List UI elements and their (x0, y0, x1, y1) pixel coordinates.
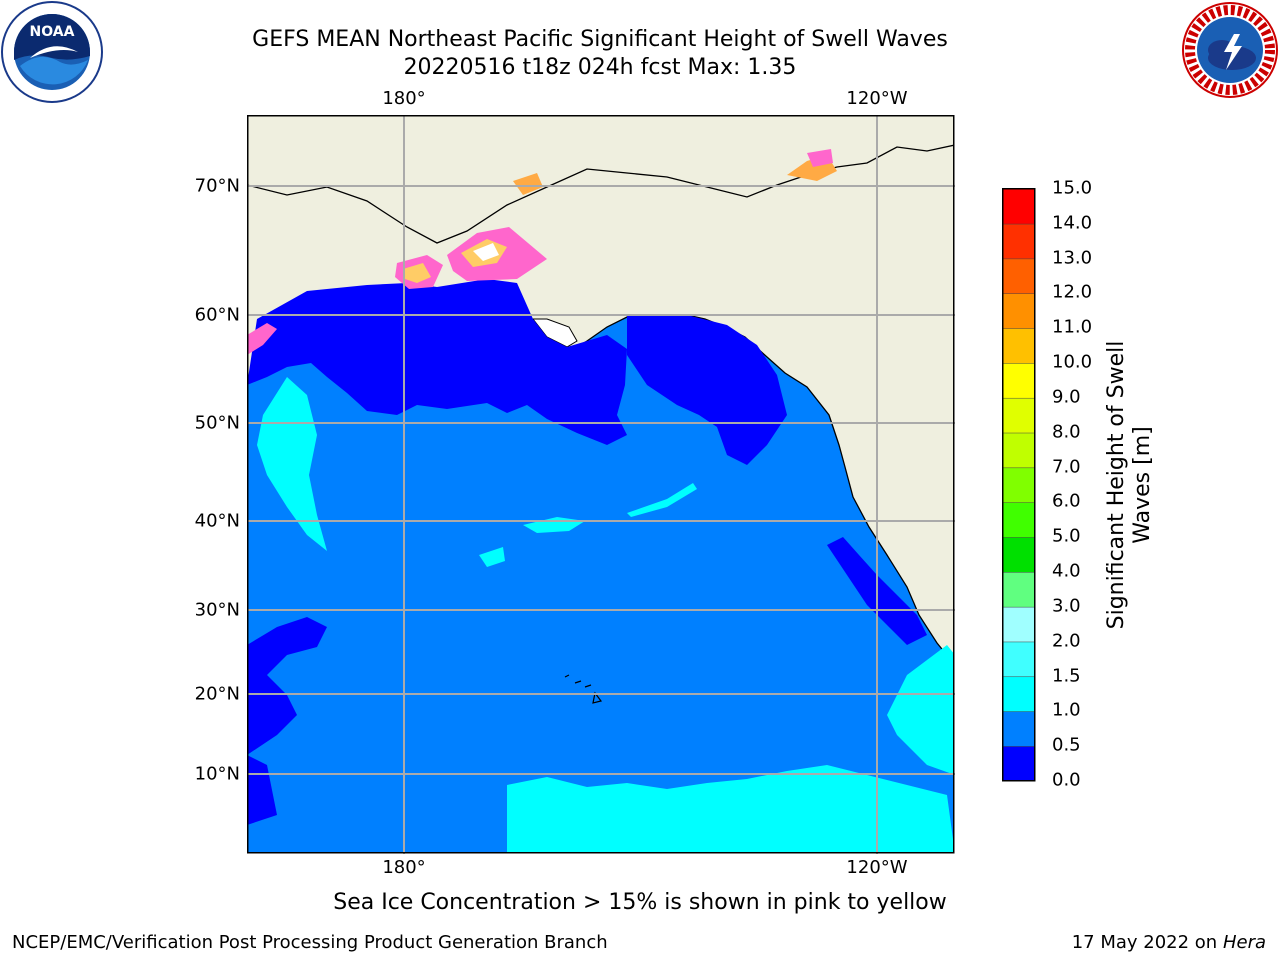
colorbar-band (1002, 641, 1035, 678)
lon-label-bottom-120w: 120°W (846, 857, 908, 878)
colorbar-tick-label: 9.0 (1052, 386, 1081, 408)
nws-logo (1182, 2, 1278, 98)
sea-ice-note: Sea Ice Concentration > 15% is shown in … (333, 890, 947, 915)
colorbar-tick-label: 13.0 (1052, 247, 1093, 269)
colorbar-tick-label: 12.0 (1052, 281, 1093, 303)
colorbar-band (1002, 432, 1035, 469)
noaa-logo: NOAA (1, 1, 103, 103)
lat-label-50n: 50°N (194, 412, 240, 434)
colorbar-tick-label: 14.0 (1052, 212, 1093, 234)
lat-label-60n: 60°N (194, 304, 240, 326)
colorbar-tick-label: 0.5 (1052, 734, 1081, 756)
colorbar-band (1002, 606, 1035, 643)
colorbar-tick-label: 2.0 (1052, 630, 1081, 652)
colorbar-band (1002, 223, 1035, 260)
colorbar-tick-label: 0.0 (1052, 769, 1081, 791)
colorbar-tick-label: 11.0 (1052, 316, 1093, 338)
bering-sea-low-swell (247, 279, 627, 445)
colorbar-band (1002, 258, 1035, 294)
colorbar-band (1002, 710, 1035, 747)
colorbar-tick-label: 5.0 (1052, 525, 1081, 547)
colorbar-band (1002, 536, 1035, 573)
footer-credit: NCEP/EMC/Verification Post Processing Pr… (12, 932, 608, 953)
colorbar-tick-label: 15.0 (1052, 177, 1093, 199)
colorbar-tick-label: 1.5 (1052, 665, 1081, 687)
colorbar-band (1002, 676, 1035, 712)
chart-title: GEFS MEAN Northeast Pacific Significant … (252, 27, 948, 52)
lat-label-30n: 30°N (194, 599, 240, 621)
cyan-swell-patch (257, 377, 327, 551)
colorbar-band (1002, 467, 1035, 503)
footer-date-text: 17 May 2022 on (1071, 932, 1218, 953)
chart-subtitle: 20220516 t18z 024h fcst Max: 1.35 (403, 55, 797, 80)
colorbar-band (1002, 327, 1035, 364)
colorbar-band (1002, 397, 1035, 434)
colorbar-band (1002, 188, 1035, 225)
lon-label-top-180: 180° (382, 88, 426, 109)
lat-label-70n: 70°N (194, 175, 240, 197)
lon-label-bottom-180: 180° (382, 857, 426, 878)
colorbar-tick-label: 4.0 (1052, 560, 1081, 582)
colorbar-band (1002, 745, 1035, 782)
lat-label-20n: 20°N (194, 683, 240, 705)
colorbar-title: Significant Height of Swell Waves [m] (1104, 340, 1155, 630)
colorbar-band (1002, 362, 1035, 399)
colorbar-band (1002, 501, 1035, 538)
lat-label-10n: 10°N (194, 763, 240, 785)
graticule (247, 115, 955, 854)
noaa-logo-text: NOAA (30, 24, 75, 40)
colorbar-tick-label: 10.0 (1052, 351, 1093, 373)
lat-label-40n: 40°N (194, 510, 240, 532)
colorbar-band (1002, 571, 1035, 608)
lon-label-top-120w: 120°W (846, 88, 908, 109)
colorbar-tick-label: 7.0 (1052, 456, 1081, 478)
colorbar-tick-label: 6.0 (1052, 490, 1081, 512)
footer-host: Hera (1222, 932, 1266, 953)
colorbar-tick-label: 8.0 (1052, 421, 1081, 443)
colorbar-tick-label: 3.0 (1052, 595, 1081, 617)
swell-height-map (247, 115, 955, 854)
colorbar-band (1002, 292, 1035, 329)
colorbar-tick-label: 1.0 (1052, 699, 1081, 721)
footer-date: 17 May 2022 on Hera (1072, 932, 1266, 953)
colorbar (1002, 188, 1036, 782)
